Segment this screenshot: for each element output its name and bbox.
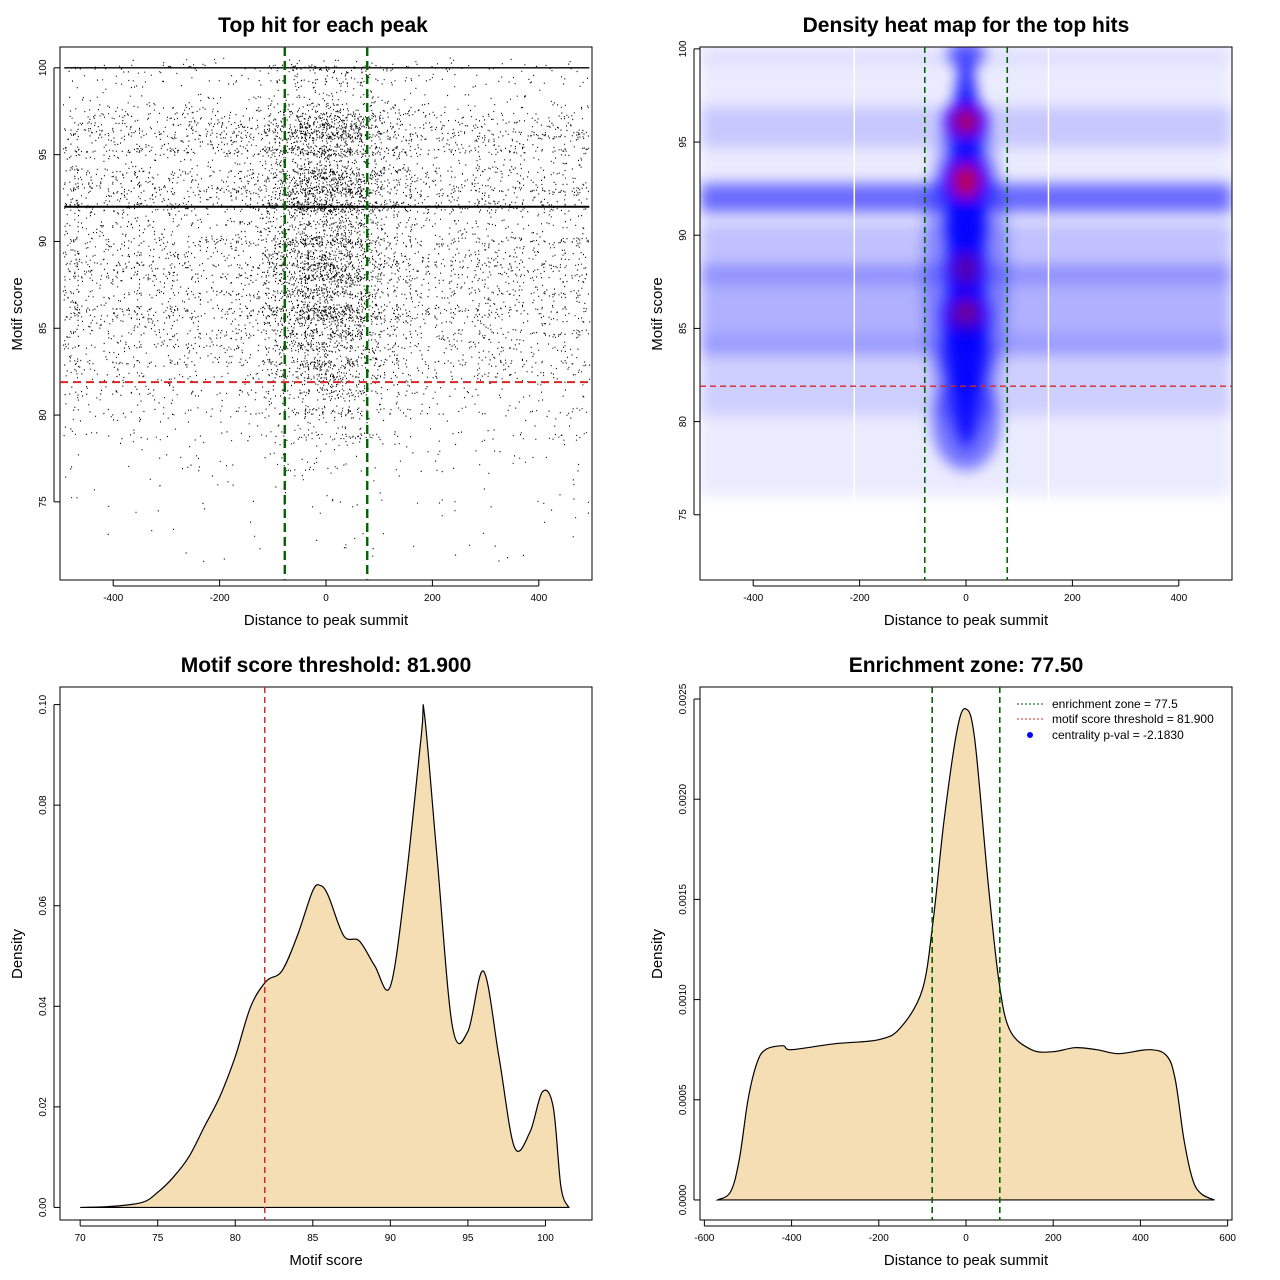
- scatter-y-tick-label: 80: [38, 409, 49, 421]
- heatmap-white-bands: [853, 47, 1050, 515]
- distance-density-y-tick-label: 0.0025: [678, 683, 689, 714]
- heatmap-x-tick-label: 200: [1064, 593, 1081, 604]
- score-density-y-tick-label: 0.00: [38, 1197, 49, 1217]
- score-density-x-tick-label: 95: [462, 1233, 474, 1244]
- distance-density-y-tick-label: 0.0005: [678, 1084, 689, 1115]
- heatmap-x-label: Distance to peak summit: [884, 612, 1049, 629]
- scatter-y-tick-label: 85: [38, 322, 49, 334]
- legend-threshold-label: motif score threshold = 81.900: [1052, 712, 1214, 726]
- distance-density-y-label: Density: [649, 928, 666, 979]
- distance-density-curve: [715, 708, 1216, 1201]
- distance-density-y-axis: 0.0000 0.0005 0.0010 0.0015 0.0020 0.0025: [678, 683, 700, 1215]
- heat-blob-red: [952, 164, 980, 198]
- legend-pval-label: centrality p-val = -2.1830: [1052, 728, 1184, 742]
- panel-distance-density: Enrichment zone: 77.50 -600 -400 -200 0 200 4…: [649, 654, 1236, 1269]
- distance-density-y-tick-label: 0.0020: [678, 783, 689, 814]
- scatter-y-tick-label: 90: [38, 235, 49, 247]
- scatter-point-cloud: [63, 57, 591, 562]
- scatter-frame: [59, 46, 593, 581]
- scatter-x-tick-label: 200: [424, 593, 441, 604]
- heatmap-y-axis: 75 80 85 90 95 100: [678, 40, 700, 520]
- heatmap-x-tick-label: 400: [1170, 593, 1187, 604]
- scatter-x-tick-label: -400: [103, 593, 123, 604]
- score-density-x-axis: 70 75 80 85 90 95 100: [75, 1220, 554, 1244]
- score-density-x-tick-label: 70: [75, 1233, 87, 1244]
- scatter-x-axis: -400 -200 0 200 400: [103, 580, 548, 604]
- distance-density-area: [715, 708, 1216, 1201]
- distance-density-x-tick-label: -600: [694, 1233, 714, 1244]
- scatter-y-tick-label: 75: [38, 496, 49, 508]
- distance-density-x-tick-label: 0: [963, 1233, 969, 1244]
- score-density-y-tick-label: 0.10: [38, 694, 49, 714]
- panel-heatmap: Density heat map for the top hits -400 -2…: [649, 14, 1233, 629]
- distance-density-x-tick-label: 600: [1219, 1233, 1236, 1244]
- distance-density-x-tick-label: -200: [869, 1233, 889, 1244]
- score-density-x-tick-label: 100: [537, 1233, 554, 1244]
- heat-blob-blue: [940, 320, 992, 393]
- heatmap-y-tick-label: 95: [678, 136, 689, 148]
- score-density-x-tick-label: 80: [230, 1233, 242, 1244]
- heat-blob-blue: [943, 201, 989, 251]
- distance-density-x-label: Distance to peak summit: [884, 1252, 1049, 1269]
- score-density-y-label: Density: [9, 928, 26, 979]
- heatmap-y-tick-label: 90: [678, 229, 689, 241]
- score-density-y-tick-label: 0.06: [38, 896, 49, 916]
- score-density-area: [80, 704, 571, 1209]
- legend: enrichment zone = 77.5 motif score thres…: [1017, 697, 1214, 742]
- heatmap-x-tick-label: -200: [850, 593, 870, 604]
- distance-density-guide-lines: [931, 687, 1001, 1220]
- legend-zone-label: enrichment zone = 77.5: [1052, 697, 1178, 711]
- scatter-x-label: Distance to peak summit: [244, 612, 409, 629]
- heatmap-x-axis: -400 -200 0 200 400: [743, 580, 1188, 604]
- heatmap-y-tick-label: 80: [678, 416, 689, 428]
- distance-density-x-tick-label: 400: [1132, 1233, 1149, 1244]
- heatmap-y-tick-label: 100: [678, 40, 689, 57]
- heatmap-x-tick-label: -400: [743, 593, 763, 604]
- heat-blob-blue: [931, 373, 1001, 471]
- score-density-y-tick-label: 0.02: [38, 1097, 49, 1117]
- distance-density-x-axis: -600 -400 -200 0 200 400 600: [694, 1220, 1236, 1244]
- scatter-x-tick-label: 400: [530, 593, 547, 604]
- score-density-title: Motif score threshold: 81.900: [181, 654, 472, 677]
- distance-density-title: Enrichment zone: 77.50: [849, 654, 1084, 677]
- score-density-x-tick-label: 85: [307, 1233, 319, 1244]
- distance-density-x-tick-label: -400: [782, 1233, 802, 1244]
- distance-density-y-tick-label: 0.0010: [678, 984, 689, 1015]
- heatmap-y-tick-label: 75: [678, 509, 689, 521]
- heatmap-density: [700, 47, 1232, 497]
- score-density-x-tick-label: 90: [385, 1233, 397, 1244]
- scatter-title: Top hit for each peak: [218, 14, 428, 37]
- heat-blob-red: [953, 108, 979, 135]
- scatter-y-label: Motif score: [9, 277, 26, 350]
- heatmap-y-tick-label: 85: [678, 322, 689, 334]
- distance-density-x-tick-label: 200: [1045, 1233, 1062, 1244]
- heatmap-title: Density heat map for the top hits: [803, 14, 1130, 37]
- scatter-guide-lines: [60, 47, 592, 580]
- score-density-frame: [59, 686, 593, 1221]
- panel-scatter: Top hit for each peak -400 -200 0 200 400 75…: [9, 14, 593, 629]
- scatter-points: [63, 57, 591, 562]
- heatmap-y-label: Motif score: [649, 277, 666, 350]
- scatter-y-axis: 75 80 85 90 95 100: [38, 59, 60, 507]
- score-density-y-axis: 0.00 0.02 0.04 0.06 0.08 0.10: [38, 694, 60, 1217]
- legend-pval-dot: [1027, 732, 1033, 738]
- distance-density-y-tick-label: 0.0000: [678, 1184, 689, 1215]
- heat-blob-blue: [947, 47, 985, 69]
- distance-density-y-tick-label: 0.0015: [678, 884, 689, 915]
- heatmap-x-tick-label: 0: [963, 593, 969, 604]
- scatter-x-tick-label: -200: [210, 593, 230, 604]
- score-density-x-tick-label: 75: [152, 1233, 164, 1244]
- panel-score-density: Motif score threshold: 81.900 70 75 80 85 90…: [9, 654, 593, 1269]
- scatter-x-tick-label: 0: [323, 593, 329, 604]
- score-density-y-tick-label: 0.08: [38, 795, 49, 815]
- score-density-curve: [80, 704, 571, 1209]
- scatter-y-tick-label: 100: [38, 59, 49, 76]
- scatter-y-tick-label: 95: [38, 149, 49, 161]
- heatmap-guide-lines: [700, 47, 1232, 580]
- score-density-y-tick-label: 0.04: [38, 996, 49, 1016]
- score-density-x-label: Motif score: [289, 1252, 362, 1269]
- heat-blob-red: [954, 253, 978, 285]
